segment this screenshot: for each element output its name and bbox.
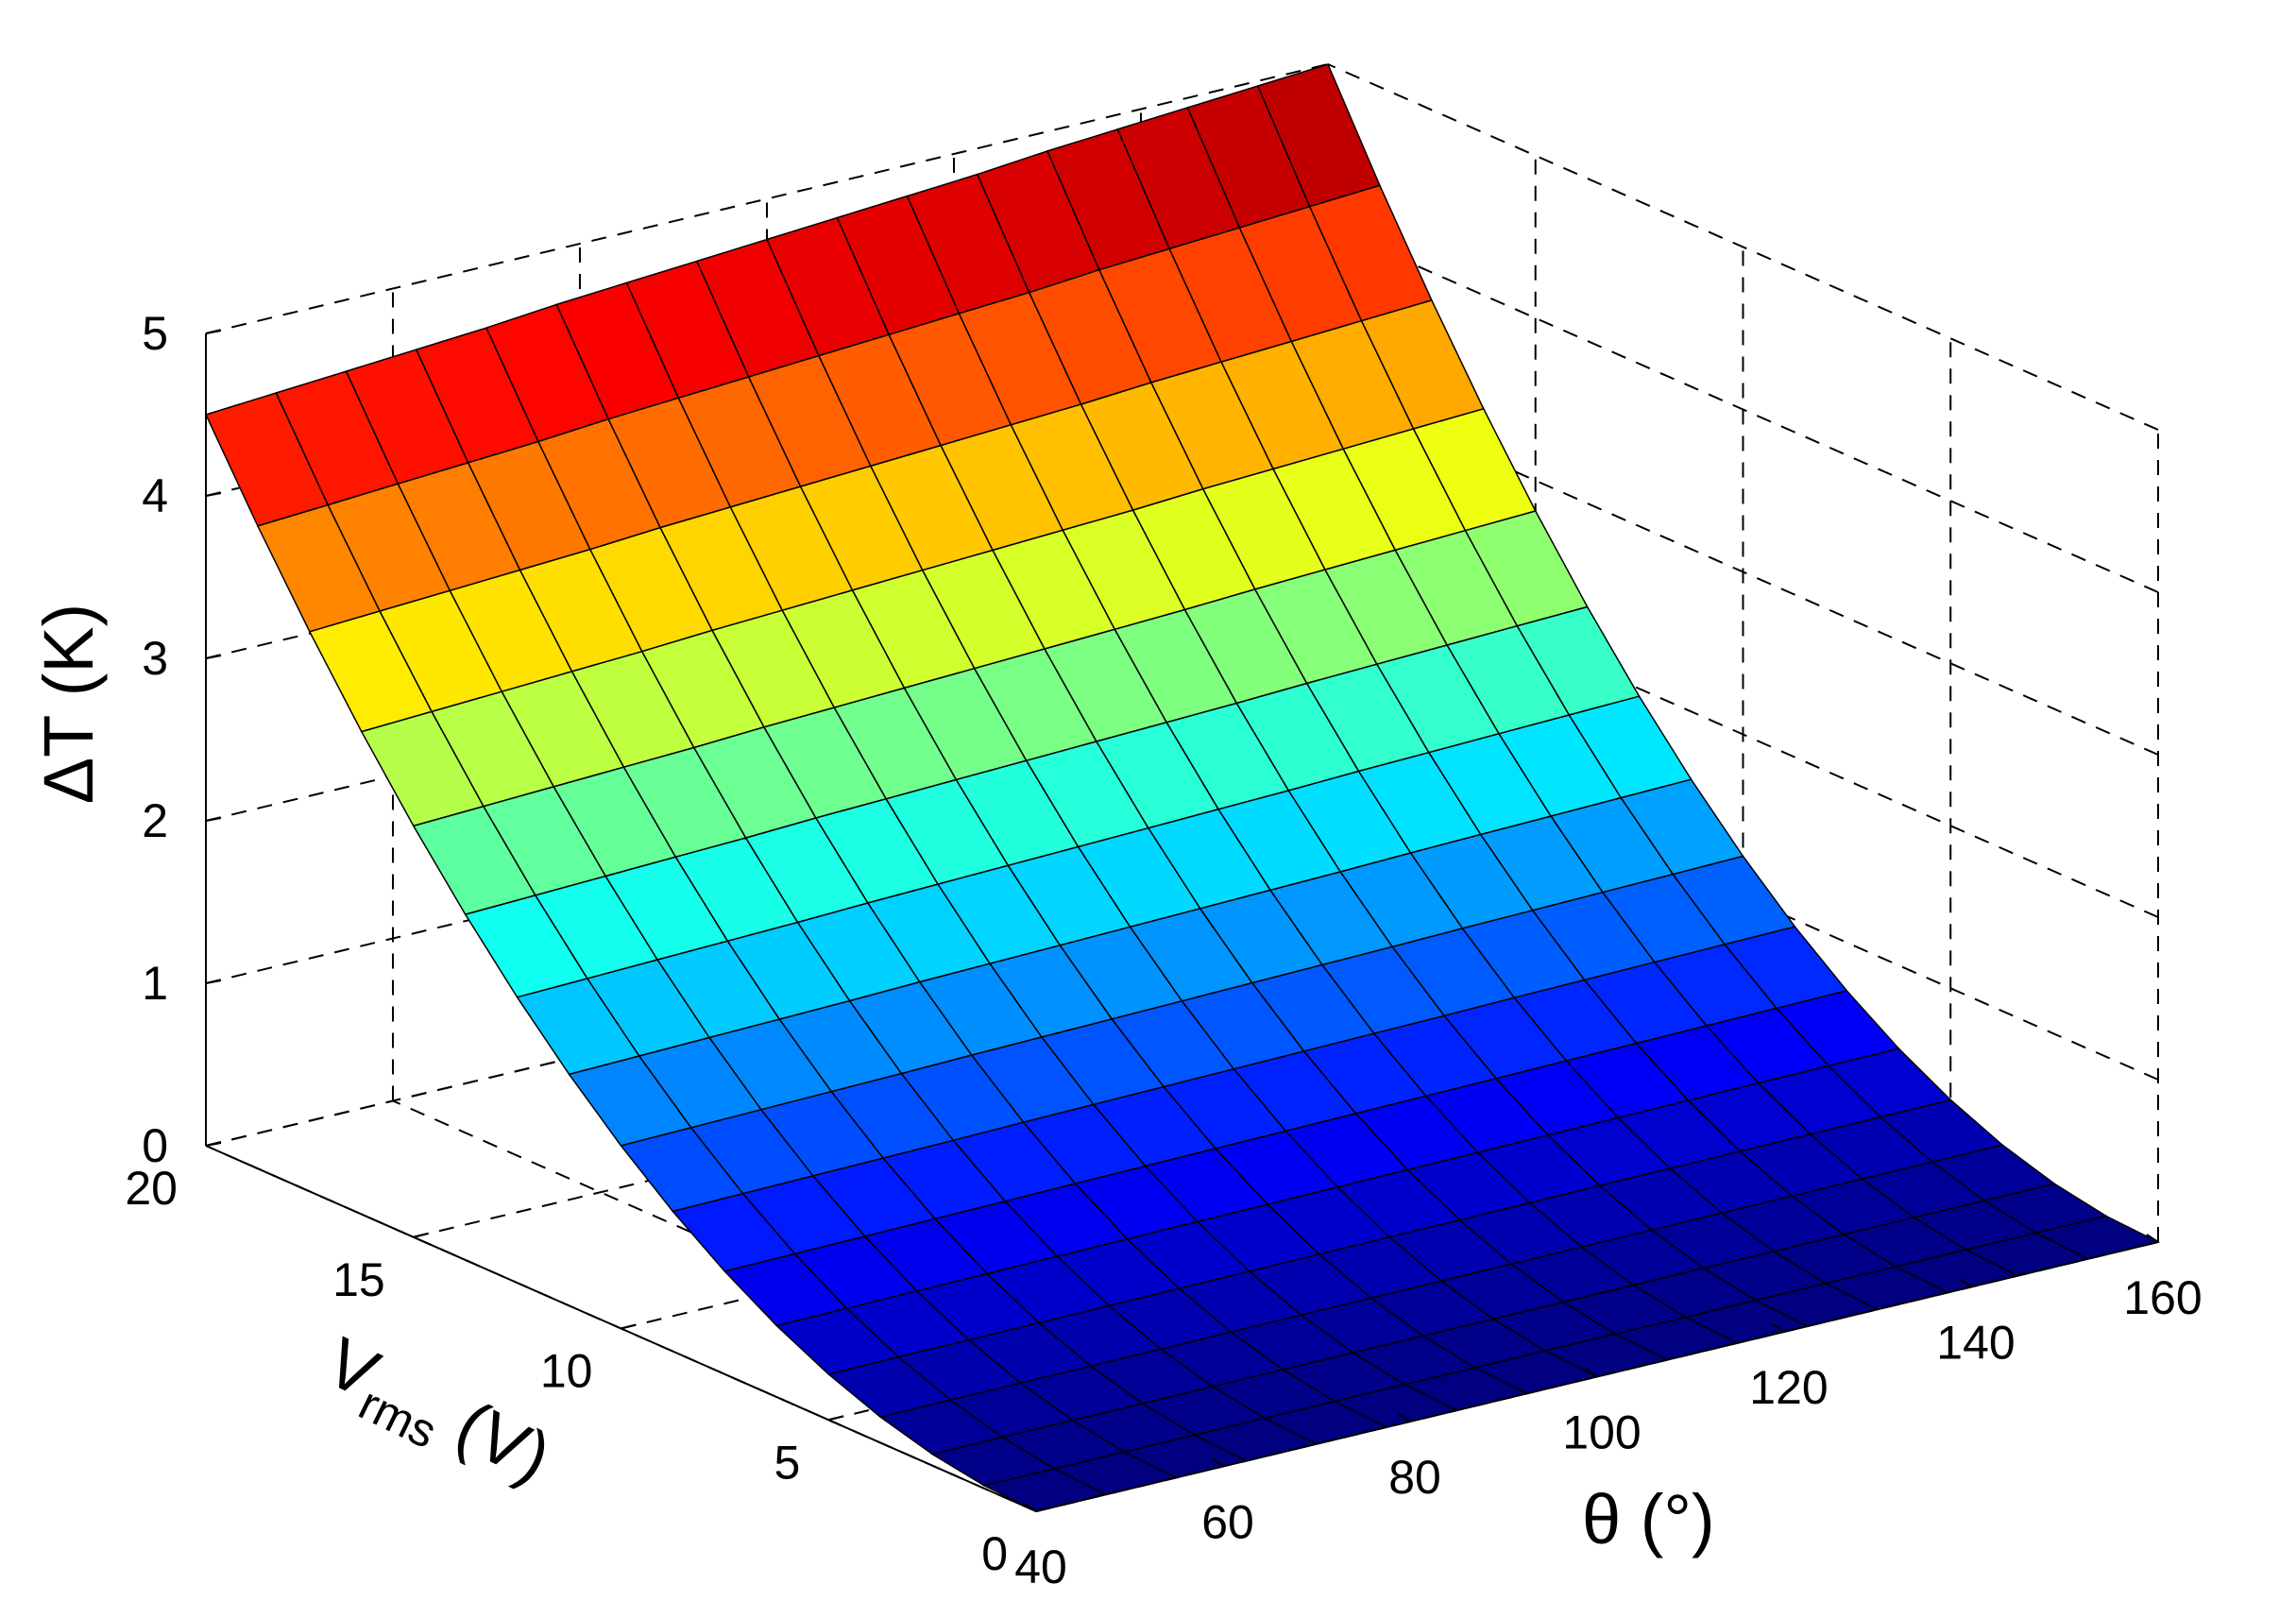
z-tick-label: 1 — [142, 957, 168, 1010]
vrms-tick-mark — [205, 1141, 222, 1147]
theta-tick-label: 120 — [1749, 1361, 1828, 1414]
theta-tick-label: 160 — [2123, 1271, 2202, 1324]
vrms-tick-label: 5 — [774, 1436, 800, 1489]
z-tick-mark — [205, 655, 222, 659]
theta-tick-mark — [2146, 1234, 2159, 1243]
z-tick-mark — [205, 330, 222, 334]
theta-tick-mark — [1024, 1503, 1037, 1512]
theta-tick-label: 80 — [1388, 1451, 1441, 1504]
vrms-tick-label: 10 — [540, 1345, 593, 1398]
z-tick-mark — [205, 492, 222, 497]
back-wall-grid-z — [205, 63, 1329, 334]
theta-tick-label: 60 — [1201, 1496, 1254, 1549]
side-wall-grid-z — [1327, 63, 2159, 431]
z-tick-mark — [205, 817, 222, 822]
z-tick-label: 3 — [142, 632, 168, 685]
z-tick-label: 0 — [142, 1119, 168, 1172]
z-tick-label: 2 — [142, 794, 168, 847]
z-tick-label: 5 — [142, 307, 168, 360]
tick-layer: 0 1 2 3 4 5 0 5 10 15 20 40 60 80 100 120 140 160 — [125, 307, 2202, 1593]
x-axis-label: θ (°) — [1582, 1480, 1715, 1558]
z-tick-label: 4 — [142, 469, 168, 522]
z-axis-label: ΔT (K) — [29, 604, 108, 805]
theta-tick-mark — [1959, 1278, 1972, 1288]
z-tick-mark — [205, 979, 222, 984]
surface-layer — [204, 63, 2161, 1512]
theta-tick-label: 100 — [1562, 1406, 1641, 1459]
vrms-tick-mark — [1035, 1507, 1052, 1512]
theta-tick-label: 140 — [1936, 1317, 2015, 1370]
vrms-tick-label: 20 — [125, 1162, 178, 1215]
theta-tick-label: 40 — [1014, 1541, 1067, 1593]
theta-tick-mark — [1211, 1457, 1224, 1468]
theta-tick-mark — [1585, 1368, 1598, 1378]
vrms-tick-mark — [828, 1415, 844, 1422]
y-axis-label: Vrms (V) — [309, 1322, 562, 1508]
vrms-tick-label: 15 — [332, 1253, 385, 1306]
vrms-tick-mark — [413, 1232, 429, 1238]
theta-tick-mark — [1398, 1413, 1411, 1422]
theta-tick-mark — [1772, 1323, 1785, 1333]
vrms-tick-mark — [621, 1323, 637, 1330]
vrms-tick-label: 0 — [981, 1527, 1008, 1580]
